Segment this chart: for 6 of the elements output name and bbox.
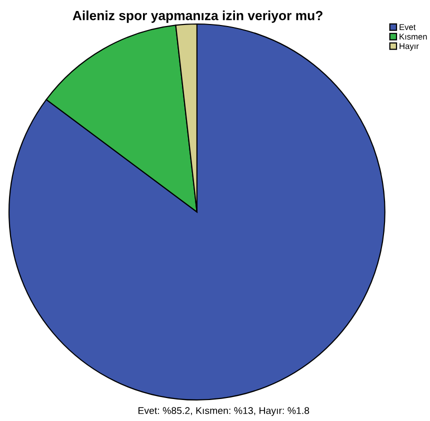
text: Evet: %85.2, Kısmen: %13, Hayır: %1.8 [138, 407, 310, 416]
pie-slice [8, 23, 386, 400]
legend-label: Kısmen [400, 34, 427, 40]
chart-title: Aileniz spor yapmanıza izin veriyor mu? [72, 10, 322, 23]
legend-label: Evet [400, 24, 416, 30]
legend-label: Hayır [400, 43, 419, 51]
